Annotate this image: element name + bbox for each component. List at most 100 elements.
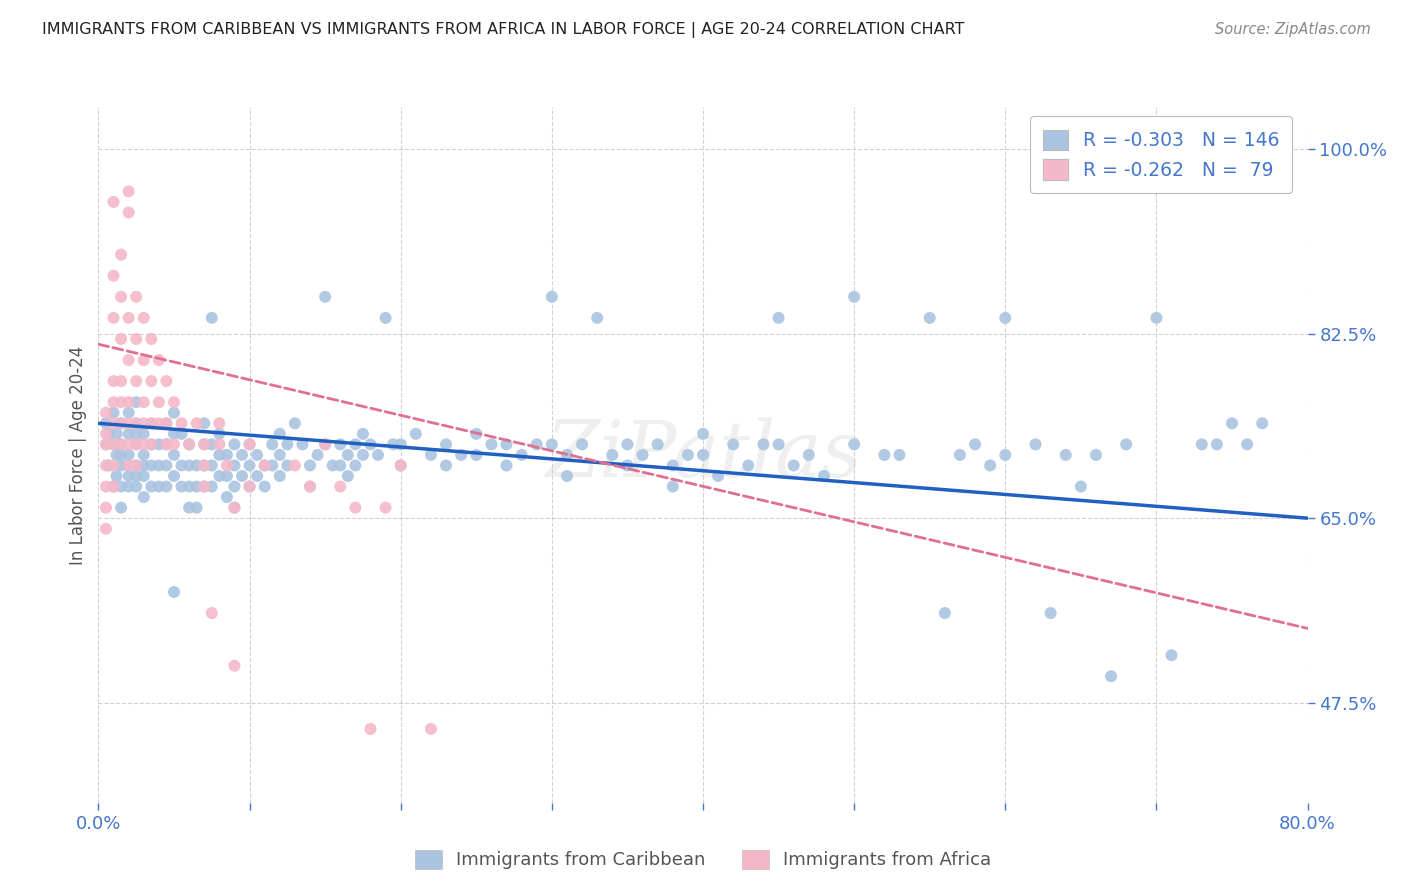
Point [201,310,224,325]
Point [118,437,141,451]
Point [723,437,745,451]
Point [692,448,714,462]
Point [1144,310,1167,325]
Point [141,437,163,451]
Point [434,437,457,451]
Point [1099,669,1122,683]
Point [179,458,201,473]
Point [94,500,117,515]
Point [105,448,128,462]
Point [118,353,141,368]
Point [125,332,148,346]
Point [103,395,125,409]
Text: Source: ZipAtlas.com: Source: ZipAtlas.com [1215,22,1371,37]
Point [110,417,132,431]
Point [201,606,224,620]
Point [389,437,412,451]
Point [132,490,155,504]
Point [118,479,141,493]
Point [179,500,201,515]
Point [344,437,367,451]
Point [103,437,125,451]
Point [118,448,141,462]
Point [231,469,253,483]
Point [768,437,790,451]
Point [239,458,262,473]
Point [132,395,155,409]
Point [329,437,352,451]
Point [367,448,389,462]
Point [141,417,163,431]
Point [1191,437,1213,451]
Point [1054,448,1077,462]
Point [239,437,262,451]
Point [148,458,170,473]
Point [239,479,262,493]
Point [360,437,382,451]
Point [163,395,186,409]
Point [1039,606,1062,620]
Point [215,458,238,473]
Point [1115,437,1137,451]
Point [110,458,132,473]
Point [1220,417,1243,431]
Point [155,374,177,388]
Point [155,417,177,431]
Point [586,310,609,325]
Point [616,458,638,473]
Point [148,437,170,451]
Point [110,437,132,451]
Point [224,437,246,451]
Point [994,310,1017,325]
Point [215,448,238,462]
Point [105,426,128,441]
Point [965,437,987,451]
Point [170,426,193,441]
Point [94,437,117,451]
Point [193,437,215,451]
Point [132,417,155,431]
Point [352,448,374,462]
Point [141,374,163,388]
Point [132,437,155,451]
Point [125,458,148,473]
Point [1160,648,1182,663]
Point [155,437,177,451]
Point [186,417,208,431]
Point [246,448,269,462]
Point [125,417,148,431]
Point [94,479,117,493]
Point [193,458,215,473]
Point [450,448,472,462]
Point [481,437,503,451]
Point [163,437,186,451]
Point [844,437,866,451]
Point [405,426,427,441]
Point [155,458,177,473]
Text: IMMIGRANTS FROM CARIBBEAN VS IMMIGRANTS FROM AFRICA IN LABOR FORCE | AGE 20-24 C: IMMIGRANTS FROM CARIBBEAN VS IMMIGRANTS … [42,22,965,38]
Point [163,585,186,599]
Point [186,500,208,515]
Point [616,437,638,451]
Point [148,479,170,493]
Point [1251,417,1274,431]
Point [94,417,117,431]
Point [495,437,517,451]
Point [262,458,284,473]
Point [382,437,405,451]
Point [110,290,132,304]
Point [125,417,148,431]
Point [193,479,215,493]
Point [224,658,246,673]
Point [662,458,685,473]
Point [163,406,186,420]
Point [125,426,148,441]
Point [329,458,352,473]
Point [344,458,367,473]
Point [262,437,284,451]
Point [125,479,148,493]
Point [253,479,276,493]
Point [186,479,208,493]
Legend: R = -0.303   N = 146, R = -0.262   N =  79: R = -0.303 N = 146, R = -0.262 N = 79 [1031,117,1292,193]
Point [208,469,231,483]
